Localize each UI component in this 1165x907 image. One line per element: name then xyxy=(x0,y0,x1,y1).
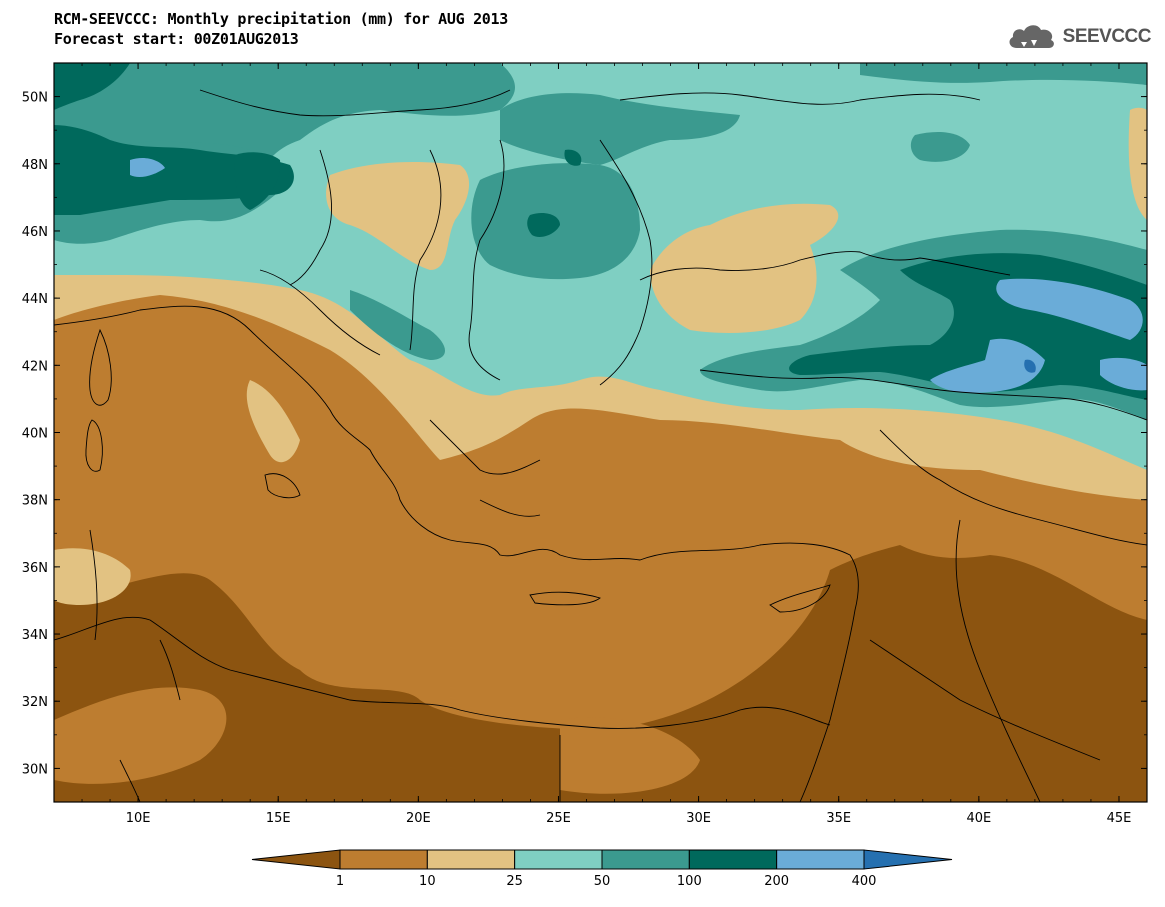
colorbar-label: 50 xyxy=(594,874,611,889)
lon-tick-label: 40E xyxy=(966,811,991,826)
lon-tick-label: 10E xyxy=(126,811,151,826)
latitude-axis: 50N 48N 46N 44N 42N 40N 38N 36N 34N 32N 30N xyxy=(22,62,1147,803)
colorbar-segment xyxy=(339,849,428,870)
lon-tick-label: 20E xyxy=(406,811,431,826)
lon-tick-label: 25E xyxy=(546,811,571,826)
lat-tick-label: 48N xyxy=(22,158,48,173)
lat-tick-label: 42N xyxy=(22,359,48,374)
colorbar-segment xyxy=(426,849,516,870)
colorbar-label: 10 xyxy=(419,874,436,889)
lat-tick-label: 50N xyxy=(22,91,48,106)
lat-tick-label: 32N xyxy=(22,695,48,710)
longitude-axis: 10E 15E 20E 25E 30E 35E 40E 45E xyxy=(53,63,1148,826)
lat-tick-label: 44N xyxy=(22,292,48,307)
colorbar-label: 100 xyxy=(677,874,702,889)
lat-tick-label: 46N xyxy=(22,225,48,240)
colorbar-label: 1 xyxy=(336,874,344,889)
colorbar-label: 200 xyxy=(764,874,789,889)
coastlines-borders xyxy=(54,89,1147,802)
lat-tick-label: 36N xyxy=(22,561,48,576)
colorbar-segment xyxy=(776,849,865,870)
lat-tick-label: 38N xyxy=(22,494,48,509)
colorbar-underflow xyxy=(251,849,341,870)
colorbar-segment xyxy=(601,849,690,870)
seevccc-logo: SEEVCCC xyxy=(1005,22,1152,52)
logo-text: SEEVCCC xyxy=(1062,26,1152,47)
precipitation-field xyxy=(54,63,1147,802)
colorbar-legend: 1 10 25 50 100 200 400 xyxy=(251,849,953,889)
cloud-icon xyxy=(1009,25,1054,48)
map-title: RCM-SEEVCCC: Monthly precipitation (mm) … xyxy=(54,10,509,28)
lon-tick-label: 15E xyxy=(266,811,291,826)
colorbar-segment xyxy=(688,849,778,870)
lon-tick-label: 45E xyxy=(1107,811,1132,826)
colorbar-label: 25 xyxy=(506,874,523,889)
lat-tick-label: 40N xyxy=(22,427,48,442)
colorbar-overflow xyxy=(863,849,953,870)
lon-tick-label: 30E xyxy=(686,811,711,826)
lat-tick-label: 30N xyxy=(22,762,48,777)
colorbar-segment xyxy=(514,849,603,870)
lat-tick-label: 34N xyxy=(22,628,48,643)
lon-tick-label: 35E xyxy=(826,811,851,826)
forecast-start-label: Forecast start: 00Z01AUG2013 xyxy=(54,30,299,48)
colorbar-label: 400 xyxy=(852,874,877,889)
